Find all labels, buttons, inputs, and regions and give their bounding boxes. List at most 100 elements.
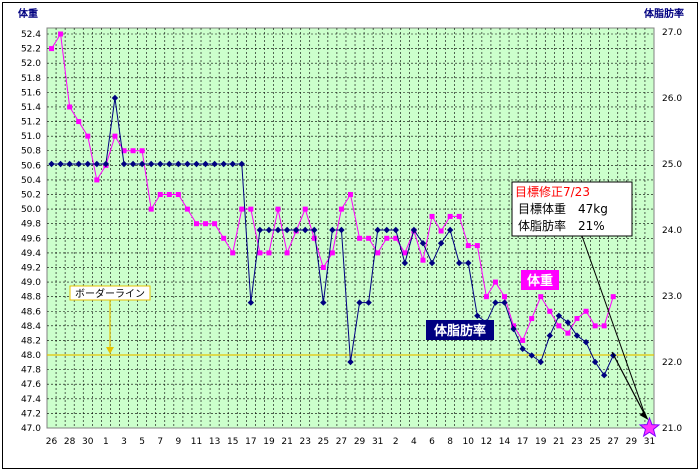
weight-point xyxy=(520,337,526,343)
weight-point xyxy=(601,323,607,329)
bodyfat-point xyxy=(48,160,55,168)
left-tick-label: 50.4 xyxy=(21,176,41,186)
weight-point xyxy=(447,213,453,219)
weight-point xyxy=(49,46,55,52)
x-tick-label: 29 xyxy=(626,437,638,447)
bodyfat-label-box xyxy=(426,320,494,340)
bodyfat-point xyxy=(283,226,291,234)
left-tick-label: 50.2 xyxy=(21,191,41,201)
bodyfat-point xyxy=(57,160,64,168)
bodyfat-point xyxy=(102,160,110,168)
bodyfat-point xyxy=(465,259,472,267)
x-tick-label: 26 xyxy=(46,437,58,447)
bodyfat-label: 体脂肪率 xyxy=(434,323,486,339)
weight-point xyxy=(538,294,544,300)
weight-point xyxy=(483,294,489,300)
weight-point xyxy=(384,235,390,241)
goal-arrowhead xyxy=(639,411,649,420)
bodyfat-point xyxy=(157,160,164,168)
left-tick-label: 50.8 xyxy=(21,147,41,157)
left-tick-label: 51.6 xyxy=(21,88,41,98)
weight-point xyxy=(529,316,535,322)
left-tick-label: 49.6 xyxy=(21,234,41,244)
goal-arrow-2 xyxy=(611,351,647,417)
bodyfat-point xyxy=(519,345,526,352)
series-group xyxy=(48,31,617,379)
bodyfat-point xyxy=(537,358,544,366)
x-tick-label: 27 xyxy=(336,437,347,447)
right-axis-title: 体脂肪率 xyxy=(644,7,684,20)
goal-box-line-2: 目標体重 47kg xyxy=(518,202,608,216)
left-tick-label: 48.8 xyxy=(21,293,41,303)
weight-point xyxy=(429,213,435,219)
weight-point xyxy=(329,250,335,256)
left-tick-label: 47.2 xyxy=(21,409,41,419)
bodyfat-point xyxy=(501,299,508,306)
weight-point xyxy=(121,148,127,154)
weight-point xyxy=(556,323,562,329)
weight-point xyxy=(239,206,245,212)
bodyfat-point xyxy=(84,160,91,168)
left-tick-label: 47.0 xyxy=(21,424,41,434)
x-tick-label: 11 xyxy=(191,437,202,447)
x-tick-label: 17 xyxy=(245,437,256,447)
weight-point xyxy=(85,133,91,139)
weight-point xyxy=(393,235,399,241)
weight-point xyxy=(366,235,372,241)
x-tick-label: 19 xyxy=(263,437,275,447)
weight-label-box xyxy=(521,270,559,290)
weight-point xyxy=(357,235,363,241)
left-tick-label: 48.4 xyxy=(21,322,41,332)
weight-point xyxy=(302,206,308,212)
weight-point xyxy=(58,31,64,37)
weight-point xyxy=(139,148,145,154)
weight-point xyxy=(67,104,73,110)
x-tick-label: 9 xyxy=(175,437,181,447)
bodyfat-point xyxy=(456,259,463,267)
bodyfat-point xyxy=(446,226,454,234)
x-tick-label: 15 xyxy=(227,437,238,447)
x-tick-label: 27 xyxy=(608,437,619,447)
weight-point xyxy=(248,206,254,212)
bodyfat-point xyxy=(474,312,481,319)
bodyfat-point xyxy=(274,226,282,234)
x-tick-label: 17 xyxy=(517,437,528,447)
left-tick-label: 48.2 xyxy=(21,336,41,346)
goal-box-line-3: 体脂肪率 21% xyxy=(518,218,605,233)
left-tick-label: 50.6 xyxy=(21,161,41,171)
right-tick-label: 27.0 xyxy=(662,28,682,38)
weight-point xyxy=(574,316,580,322)
x-tick-label: 29 xyxy=(354,437,366,447)
weight-point xyxy=(148,206,154,212)
left-tick-label: 51.4 xyxy=(21,103,41,113)
left-tick-label: 49.2 xyxy=(21,263,41,273)
bodyfat-point xyxy=(265,226,273,234)
weight-label: 体重 xyxy=(527,273,553,289)
x-tick-label: 21 xyxy=(553,437,564,447)
left-tick-label: 49.0 xyxy=(21,278,41,288)
bodyfat-point xyxy=(401,259,409,267)
bodyfat-point xyxy=(437,240,445,247)
weight-point xyxy=(311,235,317,241)
x-axis-ticks: 26 28 30 1 3 5 7 9 11 13 15 17 19 21 23 25 27 29 31 2 4 6 8 10 1… xyxy=(46,437,655,447)
weight-point xyxy=(610,294,616,300)
bodyfat-point xyxy=(229,160,236,168)
weight-point xyxy=(175,192,181,198)
weight-point xyxy=(76,119,82,125)
bodyfat-point xyxy=(428,259,436,267)
bodyfat-point xyxy=(147,160,155,168)
bodyfat-point xyxy=(302,226,309,234)
bodyfat-point xyxy=(356,299,363,306)
bodyfat-point xyxy=(320,299,327,306)
weight-point xyxy=(438,228,444,234)
weight-point xyxy=(112,133,118,139)
right-tick-label: 25.0 xyxy=(662,160,682,170)
right-tick-label: 21.0 xyxy=(662,424,682,434)
weight-point xyxy=(212,221,218,227)
bodyfat-point xyxy=(247,299,255,306)
left-tick-label: 47.8 xyxy=(21,366,41,376)
weight-point xyxy=(402,250,408,256)
right-axis-ticks: 21.0 22.0 23.0 24.0 25.0 26.0 27.0 xyxy=(662,28,682,434)
